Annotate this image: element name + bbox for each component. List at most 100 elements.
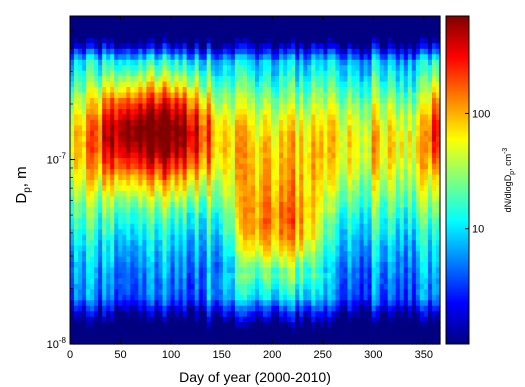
heatmap-cell <box>74 103 79 110</box>
heatmap-cell <box>295 87 300 94</box>
heatmap-cell <box>246 180 252 187</box>
heatmap-cell <box>110 207 115 214</box>
heatmap-cell <box>343 136 349 143</box>
heatmap-cell <box>242 201 248 208</box>
heatmap-cell <box>218 245 224 252</box>
heatmap-cell <box>146 92 152 99</box>
heatmap-cell <box>238 158 244 165</box>
heatmap-cell <box>303 272 308 279</box>
heatmap-cell <box>78 119 83 126</box>
heatmap-cell <box>114 81 119 88</box>
heatmap-cell <box>190 147 196 154</box>
heatmap-cell <box>226 163 232 170</box>
heatmap-cell <box>331 251 337 258</box>
heatmap-cell <box>371 152 377 159</box>
heatmap-cell <box>403 81 409 88</box>
heatmap-cell <box>198 48 204 55</box>
heatmap-cell <box>323 300 328 307</box>
heatmap-cell <box>210 338 216 345</box>
heatmap-cell <box>283 81 288 88</box>
heatmap-cell <box>78 196 83 203</box>
heatmap-cell <box>186 130 192 137</box>
heatmap-cell <box>291 43 296 50</box>
heatmap-cell <box>255 278 260 285</box>
heatmap-cell <box>327 223 333 230</box>
heatmap-cell <box>86 147 91 154</box>
heatmap-cell <box>118 59 123 66</box>
heatmap-cell <box>263 300 268 307</box>
heatmap-cell <box>114 272 119 279</box>
heatmap-cell <box>363 251 369 258</box>
heatmap-cell <box>303 48 308 55</box>
heatmap-cell <box>279 141 284 148</box>
heatmap-cell <box>238 21 244 28</box>
heatmap-cell <box>134 174 139 181</box>
heatmap-cell <box>70 311 75 318</box>
heatmap-cell <box>355 201 361 208</box>
heatmap-cell <box>391 16 397 23</box>
heatmap-cell <box>238 81 244 88</box>
heatmap-cell <box>206 48 212 55</box>
heatmap-cell <box>106 196 111 203</box>
heatmap-cell <box>234 289 240 296</box>
heatmap-cell <box>222 108 228 115</box>
heatmap-cell <box>395 256 401 263</box>
heatmap-cell <box>170 322 176 329</box>
heatmap-cell <box>351 81 357 88</box>
heatmap-cell <box>391 190 397 197</box>
heatmap-cell <box>319 163 324 170</box>
heatmap-cell <box>271 43 276 50</box>
heatmap-cell <box>150 196 156 203</box>
heatmap-cell <box>387 169 393 176</box>
heatmap-cell <box>359 294 365 301</box>
heatmap-cell <box>214 278 220 285</box>
heatmap-cell <box>259 37 264 44</box>
heatmap-cell <box>303 267 308 274</box>
heatmap-cell <box>375 81 381 88</box>
heatmap-cell <box>186 21 192 28</box>
heatmap-cell <box>138 196 143 203</box>
heatmap-cell <box>347 76 353 83</box>
heatmap-cell <box>90 333 95 340</box>
heatmap-cell <box>311 48 316 55</box>
heatmap-cell <box>86 316 91 323</box>
heatmap-cell <box>255 163 260 170</box>
heatmap-cell <box>198 185 204 192</box>
heatmap-cell <box>375 65 381 72</box>
heatmap-cell <box>162 201 168 208</box>
heatmap-cell <box>347 278 353 285</box>
heatmap-cell <box>162 212 168 219</box>
heatmap-cell <box>186 289 192 296</box>
heatmap-cell <box>271 136 276 143</box>
heatmap-cell <box>122 305 127 312</box>
heatmap-cell <box>250 21 256 28</box>
heatmap-cell <box>331 108 337 115</box>
heatmap-cell <box>186 305 192 312</box>
heatmap-cell <box>395 32 401 39</box>
heatmap-cell <box>98 311 103 318</box>
heatmap-cell <box>275 81 280 88</box>
heatmap-cell <box>255 196 260 203</box>
heatmap-cell <box>98 174 103 181</box>
heatmap-cell <box>371 212 377 219</box>
heatmap-cell <box>359 152 365 159</box>
heatmap-cell <box>230 119 236 126</box>
heatmap-cell <box>182 16 188 23</box>
heatmap-cell <box>335 125 341 132</box>
heatmap-cell <box>255 294 260 301</box>
heatmap-cell <box>287 136 292 143</box>
heatmap-cell <box>307 185 312 192</box>
heatmap-cell <box>311 338 316 345</box>
heatmap-cell <box>238 229 244 236</box>
heatmap-cell <box>198 196 204 203</box>
heatmap-cell <box>98 327 103 334</box>
heatmap-cell <box>323 174 328 181</box>
heatmap-cell <box>327 152 333 159</box>
heatmap-cell <box>146 59 152 66</box>
heatmap-cell <box>146 218 152 225</box>
heatmap-cell <box>327 180 333 187</box>
heatmap-cell <box>246 92 252 99</box>
heatmap-cell <box>311 16 316 23</box>
heatmap-cell <box>114 125 119 132</box>
heatmap-cell <box>395 70 401 77</box>
